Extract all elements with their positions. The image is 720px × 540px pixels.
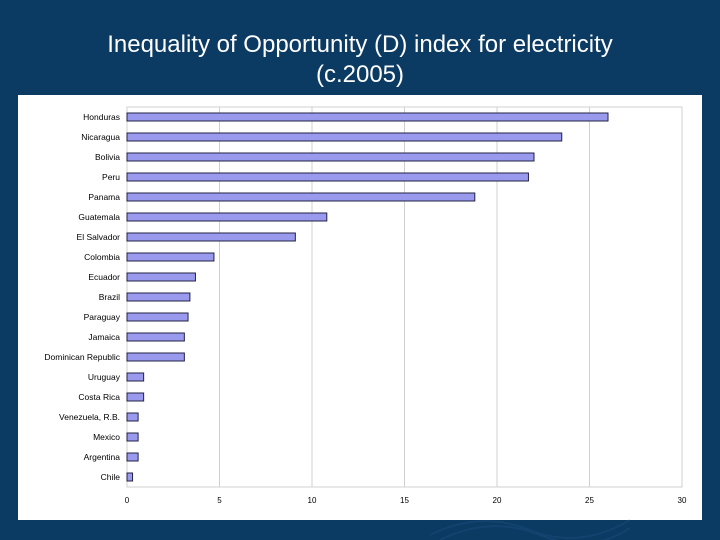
bar: [126, 232, 296, 242]
category-label: Ecuador: [88, 272, 120, 282]
category-label: Uruguay: [88, 372, 121, 382]
bar: [126, 152, 535, 162]
bar: [126, 192, 476, 202]
category-label: Venezuela, R.B.: [59, 412, 120, 422]
bar: [126, 452, 139, 462]
category-label: El Salvador: [77, 232, 121, 242]
bar: [126, 272, 196, 282]
x-tick-label: 25: [585, 496, 594, 505]
x-tick-label: 0: [125, 496, 130, 505]
category-label: Honduras: [83, 112, 120, 122]
category-label: Peru: [102, 172, 120, 182]
x-tick-label: 30: [678, 496, 687, 505]
category-label: Jamaica: [88, 332, 120, 342]
x-tick-label: 10: [308, 496, 317, 505]
bar: [126, 132, 563, 142]
chart-panel: 0 5 10 15 20 25 30 Honduras Nicaragua Bolivia Peru…: [18, 95, 702, 520]
bar-chart: 0 5 10 15 20 25 30 Honduras Nicaragua Bolivia Peru…: [44, 106, 687, 505]
bar: [126, 372, 145, 382]
bar: [126, 292, 191, 302]
category-label: Mexico: [93, 432, 120, 442]
bar: [126, 252, 215, 262]
category-label: Paraguay: [84, 312, 121, 322]
category-label: Argentina: [84, 452, 121, 462]
bar: [126, 352, 185, 362]
bar: [126, 312, 189, 322]
category-label: Bolivia: [95, 152, 120, 162]
x-tick-label: 20: [493, 496, 502, 505]
slide-title-line-1: Inequality of Opportunity (D) index for …: [107, 31, 613, 58]
slide-title-line-2: (c.2005): [315, 61, 405, 88]
slide-title: Inequality of Opportunity (D) index for …: [40, 30, 680, 90]
category-label: Colombia: [84, 252, 120, 262]
x-tick-label: 5: [217, 496, 222, 505]
bar: [126, 432, 139, 442]
bar: [126, 472, 134, 482]
bar: [126, 172, 529, 182]
x-tick-label: 15: [400, 496, 409, 505]
category-label: Nicaragua: [81, 132, 120, 142]
category-label: Dominican Republic: [44, 352, 120, 362]
category-label: Costa Rica: [78, 392, 120, 402]
category-label: Chile: [101, 472, 121, 482]
bar: [126, 412, 139, 422]
bar: [126, 212, 328, 222]
bar: [126, 392, 145, 402]
category-label: Brazil: [99, 292, 120, 302]
bar: [126, 112, 609, 122]
bar: [126, 332, 185, 342]
category-label: Panama: [88, 192, 120, 202]
category-label: Guatemala: [78, 212, 120, 222]
background-swirl-decoration: [430, 519, 630, 540]
